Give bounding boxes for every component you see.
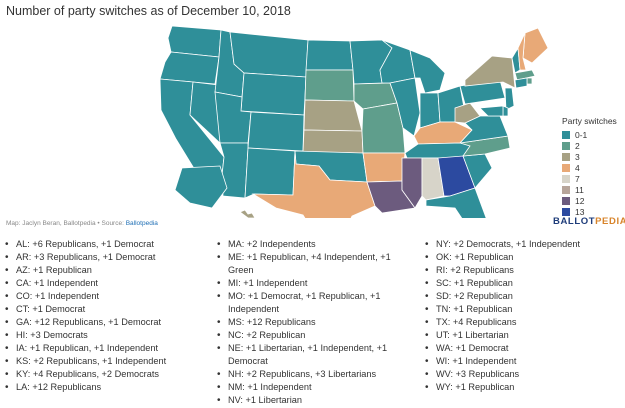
switch-list-item: MO: +1 Democrat, +1 Republican, +1 Indep… — [216, 290, 401, 316]
switch-list-item: WI: +1 Independent — [424, 355, 624, 368]
legend-label: 13 — [575, 206, 585, 217]
legend-item: 3 — [562, 151, 617, 162]
switch-list-column-3: NY: +2 Democrats, +1 IndependentOK: +1 R… — [424, 238, 624, 394]
state-al[interactable] — [421, 157, 445, 201]
logo-part-pedia: PEDIA — [595, 216, 625, 227]
legend-label: 0-1 — [575, 129, 588, 140]
state-sd[interactable] — [304, 69, 355, 102]
legend-label: 3 — [575, 151, 580, 162]
legend-label: 11 — [575, 184, 584, 195]
legend-label: 7 — [575, 173, 580, 184]
switch-list-item: SC: +1 Republican — [424, 277, 624, 290]
state-ak[interactable] — [174, 165, 228, 209]
state-nh[interactable] — [517, 32, 527, 71]
switch-list-column-1: AL: +6 Republicans, +1 DemocratAR: +3 Re… — [4, 238, 209, 394]
switch-list-item: MI: +1 Independent — [216, 277, 401, 290]
switch-list-item: HI: +3 Democrats — [4, 329, 209, 342]
state-mt[interactable] — [229, 31, 309, 78]
state-hi[interactable] — [239, 209, 256, 218]
switch-list-item: NE: +1 Libertarian, +1 Independent, +1 D… — [216, 342, 401, 368]
legend-swatch — [562, 196, 570, 205]
switch-list-item: SD: +2 Republican — [424, 290, 624, 303]
switch-list-item: KS: +2 Republicans, +1 Independent — [4, 355, 209, 368]
switch-list-item: TN: +1 Republican — [424, 303, 624, 316]
switch-list-item: MA: +2 Independents — [216, 238, 401, 251]
logo-part-ballot: BALLOT — [553, 216, 596, 227]
state-or[interactable] — [159, 51, 220, 85]
state-wy[interactable] — [240, 72, 307, 116]
switch-list-column-2: MA: +2 IndependentsME: +1 Republican, +4… — [216, 238, 401, 407]
switch-list-item: UT: +1 Libertarian — [424, 329, 624, 342]
state-nd[interactable] — [305, 39, 354, 71]
legend-item: 0-1 — [562, 129, 617, 140]
switch-list-item: TX: +4 Republicans — [424, 316, 624, 329]
state-ri[interactable] — [526, 77, 533, 85]
state-tx[interactable] — [251, 150, 376, 218]
switch-list-item: AZ: +1 Republican — [4, 264, 209, 277]
switch-list-item: CT: +1 Democrat — [4, 303, 209, 316]
state-mi[interactable] — [409, 49, 446, 94]
state-nm[interactable] — [244, 147, 296, 199]
us-map — [159, 25, 549, 218]
legend: Party switches 0-1 2 3 4 7 11 12 13 — [562, 116, 617, 217]
switch-list-item: NV: +1 Libertarian — [216, 394, 401, 407]
legend-label: 2 — [575, 140, 580, 151]
switch-list-item: WY: +1 Republican — [424, 381, 624, 394]
legend-title: Party switches — [562, 116, 617, 126]
state-ny[interactable] — [464, 55, 516, 89]
switch-list-item: IA: +1 Republican, +1 Independent — [4, 342, 209, 355]
switch-list-item: CO: +1 Independent — [4, 290, 209, 303]
switch-list-item: NH: +2 Republicans, +3 Libertarians — [216, 368, 401, 381]
source-credit: Map: Jaclyn Beran, Ballotpedia • Source:… — [6, 220, 158, 227]
legend-label: 12 — [575, 195, 585, 206]
legend-item: 4 — [562, 162, 617, 173]
switch-list-item: WA: +1 Democrat — [424, 342, 624, 355]
state-az[interactable] — [219, 142, 249, 199]
legend-item: 2 — [562, 140, 617, 151]
switch-list-item: LA: +12 Republicans — [4, 381, 209, 394]
legend-swatch — [562, 207, 570, 216]
legend-swatch — [562, 174, 570, 183]
source-link[interactable]: Ballotpedia — [125, 220, 158, 227]
legend-swatch — [562, 185, 570, 194]
legend-label: 4 — [575, 162, 580, 173]
legend-swatch — [562, 152, 570, 161]
state-ar[interactable] — [362, 152, 406, 183]
legend-item: 11 — [562, 184, 617, 195]
switch-list-item: OK: +1 Republican — [424, 251, 624, 264]
switch-list-item: RI: +2 Republicans — [424, 264, 624, 277]
switch-list-item: GA: +12 Republicans, +1 Democrat — [4, 316, 209, 329]
map-title: Number of party switches as of December … — [6, 4, 291, 18]
switch-list-item: NM: +1 Independent — [216, 381, 401, 394]
state-ct[interactable] — [514, 77, 528, 89]
switch-list-item: AL: +6 Republicans, +1 Democrat — [4, 238, 209, 251]
switch-list-item: ME: +1 Republican, +4 Independent, +1 Gr… — [216, 251, 401, 277]
state-fl[interactable] — [425, 187, 488, 218]
state-co[interactable] — [247, 111, 305, 152]
legend-swatch — [562, 141, 570, 150]
state-me[interactable] — [522, 27, 549, 64]
switch-list-item: WV: +3 Republicans — [424, 368, 624, 381]
switch-list-item: NC: +2 Republican — [216, 329, 401, 342]
switch-list-item: CA: +1 Independent — [4, 277, 209, 290]
switch-list-item: NY: +2 Democrats, +1 Independent — [424, 238, 624, 251]
legend-item: 13 — [562, 206, 617, 217]
legend-item: 7 — [562, 173, 617, 184]
switch-list-item: KY: +4 Republicans, +2 Democrats — [4, 368, 209, 381]
ballotpedia-logo: BALLOTPEDIA — [553, 216, 625, 227]
legend-item: 12 — [562, 195, 617, 206]
state-md[interactable] — [479, 105, 504, 117]
state-ks[interactable] — [302, 129, 364, 154]
state-nj[interactable] — [504, 87, 515, 111]
state-de[interactable] — [502, 105, 509, 117]
state-ma[interactable] — [514, 69, 536, 81]
switch-list-item: MS: +12 Republicans — [216, 316, 401, 329]
source-prefix: Map: Jaclyn Beran, Ballotpedia • Source: — [6, 220, 126, 227]
legend-swatch — [562, 163, 570, 172]
switch-list-item: AR: +3 Republicans, +1 Democrat — [4, 251, 209, 264]
state-ne[interactable] — [303, 99, 363, 132]
legend-swatch — [562, 130, 570, 139]
